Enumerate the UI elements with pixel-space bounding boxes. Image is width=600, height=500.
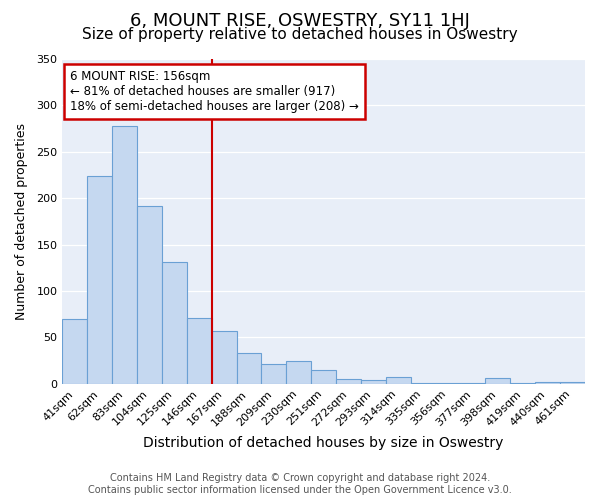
- Bar: [485, 378, 511, 384]
- Bar: [411, 383, 436, 384]
- Bar: [311, 370, 336, 384]
- Bar: [236, 353, 262, 384]
- Bar: [62, 319, 87, 384]
- Bar: [212, 331, 236, 384]
- Bar: [560, 382, 585, 384]
- Bar: [187, 318, 212, 384]
- Y-axis label: Number of detached properties: Number of detached properties: [15, 123, 28, 320]
- Bar: [336, 379, 361, 384]
- Bar: [436, 383, 461, 384]
- Text: 6, MOUNT RISE, OSWESTRY, SY11 1HJ: 6, MOUNT RISE, OSWESTRY, SY11 1HJ: [130, 12, 470, 30]
- Text: Contains HM Land Registry data © Crown copyright and database right 2024.
Contai: Contains HM Land Registry data © Crown c…: [88, 474, 512, 495]
- Bar: [162, 262, 187, 384]
- X-axis label: Distribution of detached houses by size in Oswestry: Distribution of detached houses by size …: [143, 436, 504, 450]
- Bar: [286, 360, 311, 384]
- Bar: [386, 378, 411, 384]
- Bar: [461, 383, 485, 384]
- Bar: [361, 380, 386, 384]
- Bar: [262, 364, 286, 384]
- Bar: [87, 176, 112, 384]
- Text: Size of property relative to detached houses in Oswestry: Size of property relative to detached ho…: [82, 28, 518, 42]
- Bar: [535, 382, 560, 384]
- Bar: [511, 383, 535, 384]
- Text: 6 MOUNT RISE: 156sqm
← 81% of detached houses are smaller (917)
18% of semi-deta: 6 MOUNT RISE: 156sqm ← 81% of detached h…: [70, 70, 359, 114]
- Bar: [137, 206, 162, 384]
- Bar: [112, 126, 137, 384]
